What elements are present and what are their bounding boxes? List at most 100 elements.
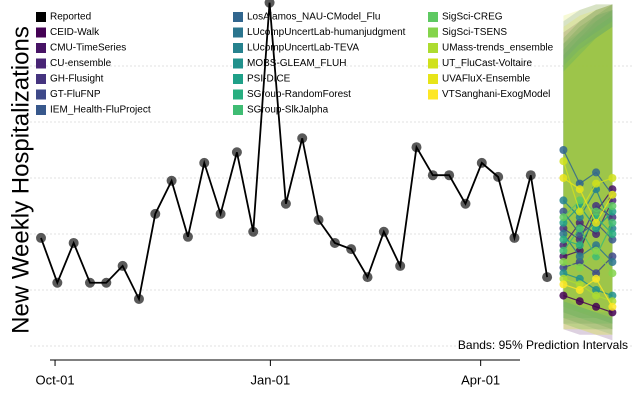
legend-swatch bbox=[428, 74, 438, 84]
reported-point bbox=[460, 198, 471, 209]
legend-label: SGroup-RandomForest bbox=[247, 89, 351, 100]
legend-swatch bbox=[36, 105, 46, 115]
legend-label: SGroup-SlkJalpha bbox=[247, 105, 329, 116]
legend-swatch bbox=[36, 58, 46, 69]
reported-point bbox=[329, 237, 340, 248]
forecast-point bbox=[575, 252, 584, 261]
forecast-point bbox=[592, 274, 601, 283]
prediction-band bbox=[563, 4, 613, 319]
legend-swatch bbox=[233, 43, 243, 53]
forecast-point bbox=[559, 235, 568, 244]
forecast-point bbox=[592, 302, 601, 311]
legend-swatch bbox=[233, 58, 243, 69]
prediction-band bbox=[563, 26, 613, 335]
forecast-point bbox=[575, 213, 584, 222]
forecast-line bbox=[563, 249, 613, 274]
reported-point bbox=[166, 175, 177, 186]
forecast-point bbox=[592, 230, 601, 239]
legend-label: LUcompUncertLab-TEVA bbox=[247, 43, 359, 54]
legend-label: LUcompUncertLab-humanjudgment bbox=[247, 27, 406, 38]
prediction-band bbox=[563, 10, 613, 319]
forecast-point bbox=[608, 213, 617, 222]
x-tick-label: Jan-01 bbox=[251, 372, 291, 387]
reported-point bbox=[378, 226, 389, 237]
reported-point bbox=[280, 198, 291, 209]
forecast-point bbox=[559, 274, 568, 283]
legend-swatch bbox=[233, 89, 243, 100]
legend-swatch bbox=[233, 74, 243, 84]
forecast-point bbox=[575, 258, 584, 267]
forecast-point bbox=[575, 207, 584, 216]
reported-point bbox=[509, 232, 520, 243]
legend-label: MOBS-GLEAM_FLUH bbox=[247, 58, 346, 69]
y-axis-label: New Weekly Hospitalizations bbox=[7, 26, 34, 334]
forecast-point bbox=[559, 224, 568, 233]
forecast-line bbox=[563, 205, 613, 230]
forecast-point bbox=[575, 185, 584, 194]
forecast-point bbox=[575, 224, 584, 233]
reported-point bbox=[493, 171, 504, 182]
forecast-point bbox=[592, 218, 601, 227]
reported-point bbox=[427, 170, 438, 181]
reported-point bbox=[199, 157, 210, 168]
legend-swatch bbox=[36, 89, 46, 100]
reported-point bbox=[313, 215, 324, 226]
reported-point bbox=[395, 260, 406, 271]
legend-label: CMU-TimeSeries bbox=[50, 43, 126, 54]
forecast-line bbox=[562, 211, 613, 241]
forecast-point bbox=[575, 297, 584, 306]
forecast-point bbox=[592, 224, 601, 233]
forecast-point bbox=[608, 252, 617, 261]
legend-label: CEID-Walk bbox=[50, 27, 100, 38]
forecast-line bbox=[563, 216, 613, 246]
prediction-band bbox=[563, 15, 613, 324]
reported-point bbox=[52, 277, 63, 288]
forecast-point bbox=[608, 230, 617, 239]
forecast-point bbox=[559, 269, 568, 278]
reported-point bbox=[346, 244, 357, 255]
forecast-line bbox=[562, 149, 613, 196]
forecast-line bbox=[562, 161, 613, 214]
reported-point bbox=[68, 237, 79, 248]
forecast-point bbox=[575, 286, 584, 295]
forecast-line bbox=[563, 295, 613, 313]
x-tick-label: Oct-01 bbox=[36, 372, 75, 387]
legend-swatch bbox=[428, 27, 438, 38]
forecast-point bbox=[608, 218, 617, 227]
forecast-point bbox=[608, 258, 617, 267]
forecast-point bbox=[559, 146, 568, 155]
prediction-band bbox=[563, 4, 613, 319]
legend-swatch bbox=[428, 58, 438, 69]
forecast-point bbox=[559, 207, 568, 216]
reported-point bbox=[525, 170, 536, 181]
forecast-line bbox=[563, 205, 613, 241]
reported-point bbox=[150, 208, 161, 219]
forecast-point bbox=[592, 168, 601, 177]
legend-swatch bbox=[233, 105, 243, 115]
forecast-point bbox=[592, 286, 601, 295]
legend-swatch bbox=[233, 27, 243, 38]
prediction-band bbox=[563, 10, 613, 324]
forecast-point bbox=[559, 252, 568, 261]
forecast-point bbox=[575, 179, 584, 188]
reported-point bbox=[297, 133, 308, 144]
reported-point bbox=[182, 231, 193, 242]
legend-label: UMass-trends_ensemble bbox=[442, 43, 554, 54]
forecast-point bbox=[575, 218, 584, 227]
reported-point bbox=[444, 170, 455, 181]
reported-point bbox=[264, 0, 275, 8]
forecast-point bbox=[592, 241, 601, 250]
forecast-point bbox=[592, 207, 601, 216]
legend-label: IEM_Health-FluProject bbox=[50, 105, 151, 116]
forecast-point bbox=[559, 280, 568, 289]
prediction-band bbox=[563, 4, 613, 313]
prediction-band bbox=[563, 4, 613, 313]
forecast-point bbox=[592, 179, 601, 188]
reported-point bbox=[362, 272, 373, 283]
legend-label: PSI-DICE bbox=[247, 74, 291, 85]
forecast-point bbox=[608, 302, 617, 311]
forecast-point bbox=[559, 174, 568, 183]
forecast-point bbox=[559, 246, 568, 255]
prediction-band bbox=[563, 10, 613, 324]
